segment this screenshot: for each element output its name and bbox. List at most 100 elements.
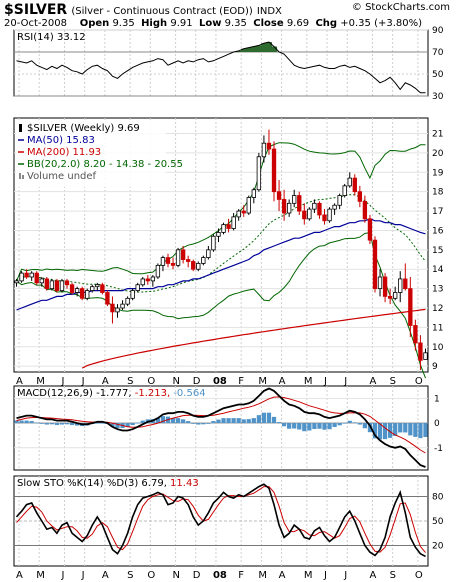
rsi-tick-label: 30 (432, 92, 444, 102)
macd-histogram-bar (307, 423, 312, 431)
candle-body (226, 224, 231, 229)
macd-tick-label: -1 (434, 444, 443, 454)
candle-body (54, 280, 60, 291)
macd-histogram-bar (221, 418, 226, 424)
candle-body (357, 191, 363, 202)
candle-body (140, 278, 145, 286)
macd-histogram-bar (423, 423, 428, 437)
candle-body (281, 199, 287, 214)
macd-histogram-bar (140, 420, 145, 424)
legend-entry: MA(50) 15.83 (27, 135, 95, 146)
macd-histogram-bar (276, 422, 282, 424)
macd-histogram-bar (29, 421, 34, 424)
candle-body (90, 286, 95, 291)
price-tick-label: 13 (432, 285, 443, 295)
macd-histogram-bar (271, 416, 277, 424)
legend-entry: BB(20,2.0) 8.20 - 14.38 - 20.55 (27, 159, 183, 170)
macd-histogram-bar (110, 423, 115, 427)
macd-histogram-bar (287, 423, 292, 429)
candle-body (352, 177, 357, 193)
candle-body (125, 297, 130, 305)
macd-histogram-bar (297, 423, 302, 430)
rsi-overbought-fill (271, 46, 278, 52)
price-tick-label: 19 (432, 168, 444, 178)
candle-body (44, 278, 49, 290)
x-month-label-bottom: D (193, 570, 201, 581)
candle-body (110, 303, 115, 313)
macd-histogram-bar (191, 423, 196, 424)
macd-histogram-bar (327, 423, 332, 430)
rsi-title: RSI(14) 33.12 (17, 32, 86, 43)
candle-body (191, 261, 196, 270)
macd-histogram-bar (312, 423, 317, 429)
price-tick-label: 9 (432, 362, 438, 372)
x-month-label: M (36, 376, 45, 387)
macd-histogram-bar (24, 420, 29, 424)
copyright: © StockCharts.com (351, 2, 450, 13)
candle-body (170, 263, 176, 266)
macd-histogram-bar (388, 423, 393, 438)
candle-body (337, 195, 342, 206)
macd-histogram-bar (69, 423, 75, 426)
x-month-label-bottom: S (390, 570, 396, 581)
exchange: INDX (256, 6, 282, 17)
macd-histogram-bar (14, 420, 19, 424)
macd-histogram-bar (175, 418, 181, 424)
x-month-label: N (173, 376, 180, 387)
macd-histogram-bar (251, 418, 256, 424)
macd-histogram-bar (393, 423, 398, 436)
macd-histogram-bar (155, 418, 161, 424)
x-month-label-bottom: A (16, 570, 23, 581)
symbol-description: (Silver - Continuous Contract (EOD)) (71, 6, 253, 17)
candle-body (342, 185, 347, 196)
x-month-label-bottom: J (343, 570, 347, 581)
candle-body (206, 249, 211, 259)
candle-body (413, 325, 418, 344)
candle-body (251, 189, 256, 198)
high-value: 9.91 (170, 18, 193, 29)
candle-body (49, 280, 55, 290)
x-month-label: M (258, 376, 267, 387)
close-value: 9.69 (286, 18, 310, 29)
macd-tick-label: 0 (434, 419, 440, 429)
candle-body (231, 216, 236, 229)
rsi-overbought-fill (256, 45, 262, 52)
candle-body (39, 278, 44, 284)
macd-histogram-bar (332, 423, 337, 428)
rsi-overbought-fill (246, 47, 252, 52)
macd-panel: 1 0 -1 MACD(12,26,9) -1.777, -1.213, -0.564 (13, 385, 443, 471)
candle-body (74, 288, 80, 293)
rsi-overbought-fill (251, 46, 257, 52)
macd-histogram-bar (226, 418, 231, 424)
candle-body (297, 195, 302, 212)
sto-tick-label: 80 (432, 492, 444, 502)
candle-body (317, 202, 322, 216)
sto-tick-label: 20 (432, 542, 444, 552)
macd-histogram-bar (357, 423, 362, 425)
candle-body (408, 288, 413, 326)
candle-body (347, 177, 352, 187)
macd-histogram-bar (39, 423, 44, 424)
macd-line (16, 387, 426, 468)
macd-histogram-bar (322, 423, 327, 430)
x-month-label: A (369, 376, 376, 387)
x-month-label-bottom: O (415, 570, 423, 581)
candle-body (403, 278, 408, 290)
x-month-label: 08 (213, 376, 227, 387)
macd-histogram-bar (246, 419, 251, 424)
low-value: 9.35 (224, 18, 247, 29)
macd-histogram-bar (398, 423, 403, 433)
price-tick-label: 15 (432, 246, 443, 256)
symbol: $SILVER (4, 2, 68, 18)
candle-body (95, 284, 100, 288)
candle-body (377, 276, 383, 290)
price-tick-label: 21 (432, 130, 443, 140)
x-month-label: F (238, 376, 244, 387)
macd-histogram-bar (418, 423, 423, 439)
candle-body (196, 263, 201, 270)
macd-histogram-bar (216, 419, 221, 424)
macd-histogram-bar (54, 423, 60, 426)
macd-histogram-bar (403, 423, 408, 433)
x-month-label: J (343, 376, 347, 387)
